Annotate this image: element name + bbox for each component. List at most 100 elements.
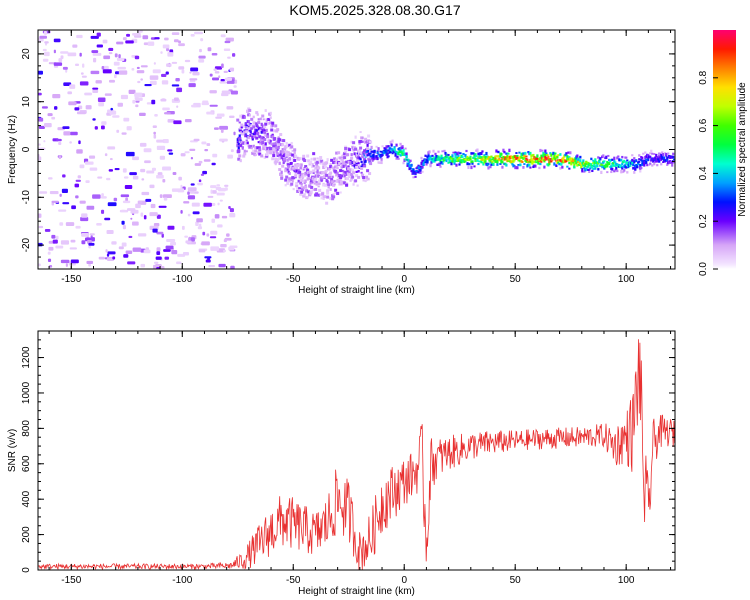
- halo-cell: [310, 186, 313, 189]
- trace-cell: [518, 152, 520, 154]
- noise-cell: [157, 146, 165, 150]
- spec-xtick-label: 0: [401, 274, 407, 285]
- trace-cell: [263, 118, 265, 120]
- noise-cell: [193, 211, 200, 214]
- halo-cell: [274, 124, 277, 127]
- noise-cell: [156, 175, 164, 179]
- noise-cell: [149, 185, 154, 188]
- noise-cell: [60, 194, 62, 197]
- noise-cell: [66, 222, 74, 226]
- noise-cell: [70, 247, 77, 249]
- noise-cell: [164, 112, 171, 114]
- trace-cell: [367, 178, 369, 181]
- noise-cell: [35, 243, 43, 246]
- noise-cell: [132, 221, 139, 225]
- noise-cell: [81, 233, 89, 237]
- noise-cell: [213, 68, 216, 70]
- trace-cell: [362, 141, 364, 143]
- trace-cell: [672, 156, 674, 159]
- noise-cell: [151, 100, 155, 104]
- halo-cell: [261, 115, 264, 118]
- trace-cell: [435, 155, 437, 157]
- noise-cell: [80, 81, 89, 85]
- noise-cell: [53, 240, 58, 244]
- noise-cell: [153, 132, 156, 135]
- snr-xtick-label: 50: [510, 575, 522, 586]
- noise-cell: [172, 188, 179, 192]
- trace-cell: [405, 155, 407, 158]
- noise-cell: [152, 168, 156, 171]
- trace-cell: [473, 165, 475, 167]
- trace-cell: [459, 152, 461, 154]
- colorbar-tick-label: 0.0: [698, 262, 709, 276]
- halo-cell: [354, 148, 357, 151]
- noise-cell: [75, 64, 79, 66]
- trace-cell: [304, 193, 306, 196]
- noise-cell: [214, 127, 219, 129]
- trace-cell: [431, 155, 433, 157]
- noise-cell: [122, 242, 127, 246]
- snr-ytick-label: 1000: [21, 381, 32, 404]
- noise-cell: [44, 52, 50, 56]
- trace-cell: [387, 155, 389, 157]
- snr-xlabel: Height of straight line (km): [298, 586, 415, 597]
- trace-cell: [453, 163, 455, 165]
- trace-cell: [477, 163, 479, 165]
- noise-cell: [37, 264, 41, 267]
- noise-cell: [101, 121, 106, 125]
- noise-cell: [174, 97, 179, 100]
- trace-cell: [360, 131, 362, 133]
- halo-cell: [325, 202, 328, 205]
- noise-cell: [150, 75, 159, 79]
- noise-cell: [157, 247, 161, 251]
- noise-cell: [123, 201, 130, 203]
- trace-cell: [539, 163, 541, 165]
- noise-cell: [44, 41, 49, 43]
- halo-cell: [329, 172, 332, 175]
- trace-cell: [611, 168, 613, 171]
- halo-cell: [277, 143, 280, 146]
- halo-cell: [281, 143, 284, 146]
- trace-cell: [369, 156, 371, 158]
- noise-cell: [163, 194, 172, 198]
- noise-cell: [176, 261, 181, 264]
- trace-cell: [541, 150, 543, 152]
- noise-cell: [224, 239, 227, 242]
- noise-cell: [217, 193, 225, 196]
- noise-cell: [78, 175, 81, 178]
- noise-cell: [176, 88, 182, 92]
- noise-cell: [103, 69, 112, 73]
- snr-xtick-label: -150: [61, 575, 81, 586]
- halo-cell: [304, 186, 307, 189]
- trace-cell: [327, 180, 329, 183]
- noise-cell: [82, 76, 87, 78]
- noise-cell: [215, 71, 220, 73]
- noise-cell: [167, 52, 173, 56]
- noise-cell: [144, 160, 151, 163]
- noise-cell: [76, 35, 82, 38]
- trace-cell: [386, 152, 388, 155]
- trace-cell: [389, 141, 391, 144]
- snr-ylabel: SNR (v/v): [7, 429, 18, 472]
- noise-cell: [176, 106, 178, 108]
- trace-cell: [550, 154, 552, 157]
- noise-cell: [231, 149, 234, 152]
- noise-cell: [59, 156, 61, 159]
- noise-cell: [189, 83, 196, 87]
- noise-cell: [75, 226, 80, 229]
- noise-cell: [115, 168, 120, 170]
- noise-cell: [191, 183, 195, 185]
- trace-cell: [468, 163, 470, 165]
- trace-cell: [439, 166, 441, 168]
- noise-cell: [206, 260, 211, 263]
- trace-cell: [360, 158, 362, 160]
- trace-cell: [465, 150, 467, 152]
- noise-cell: [88, 243, 94, 246]
- trace-cell: [644, 151, 646, 153]
- noise-cell: [224, 185, 228, 187]
- halo-cell: [254, 149, 257, 152]
- halo-cell: [300, 191, 303, 194]
- trace-cell: [470, 166, 472, 169]
- noise-cell: [159, 206, 167, 208]
- trace-cell: [597, 156, 599, 158]
